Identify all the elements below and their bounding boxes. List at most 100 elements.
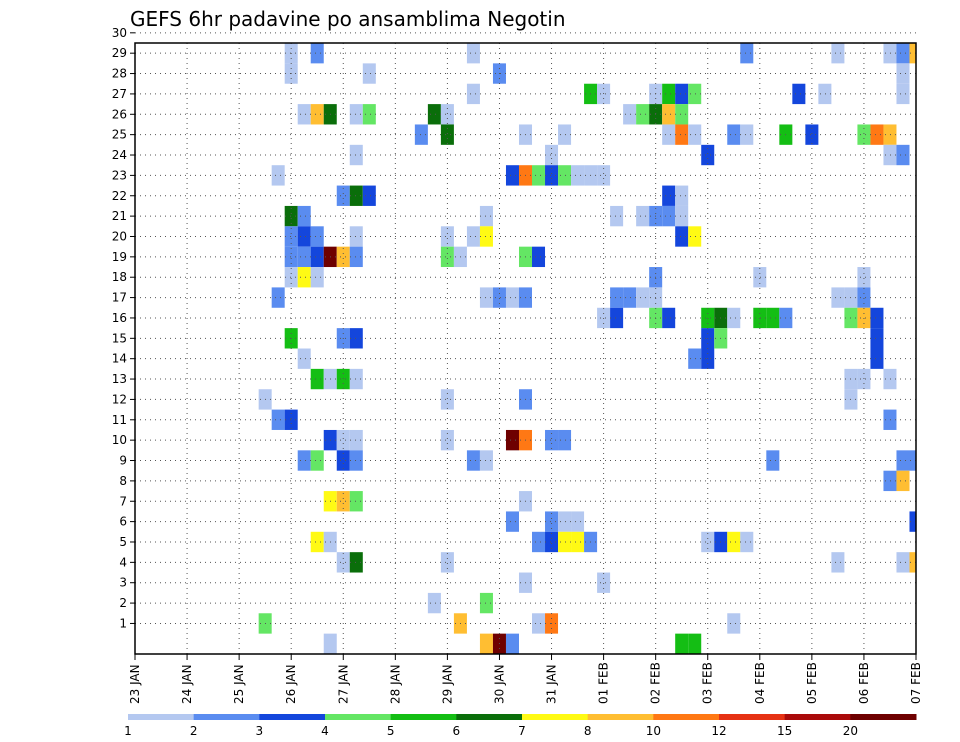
x-tick-label: 01 FEB xyxy=(597,662,611,704)
colorbar-segment xyxy=(522,714,589,720)
x-tick-label: 23 JAN xyxy=(128,664,142,704)
heatmap-cell xyxy=(427,592,441,614)
heatmap-cell xyxy=(688,633,702,654)
heatmap-cell xyxy=(362,185,376,206)
heatmap-cell xyxy=(336,246,350,268)
heatmap-cell xyxy=(362,63,376,84)
heatmap-cell xyxy=(545,531,559,553)
x-tick-label: 04 FEB xyxy=(753,662,767,704)
colorbar-segment xyxy=(193,714,260,720)
y-tick-label: 1 xyxy=(119,616,127,630)
heatmap-cell xyxy=(883,409,897,430)
colorbar-label: 1 xyxy=(124,724,132,738)
x-tick-label: 05 FEB xyxy=(805,662,819,704)
heatmap-cell xyxy=(857,307,871,329)
x-tick-label: 06 FEB xyxy=(857,662,871,704)
colorbar-segment xyxy=(719,714,786,720)
heatmap-cell xyxy=(688,83,702,105)
heatmap-cell xyxy=(792,83,806,105)
heatmap-cell xyxy=(336,450,350,471)
x-tick-label: 28 JAN xyxy=(388,664,402,704)
y-axis-ticks: 1234567891011121314151617181920212223242… xyxy=(112,26,135,630)
heatmap-cell xyxy=(883,144,897,166)
heatmap-cell xyxy=(479,633,493,654)
heatmap-cell xyxy=(909,43,916,64)
heatmap-cell xyxy=(870,328,884,349)
heatmap-cell xyxy=(466,450,480,471)
y-tick-label: 28 xyxy=(112,67,127,81)
heatmap-cell xyxy=(440,124,454,145)
heatmap-cell xyxy=(727,531,741,553)
y-tick-label: 5 xyxy=(119,535,127,549)
heatmap-cell xyxy=(896,43,910,64)
heatmap-cell xyxy=(479,287,493,308)
heatmap-cell xyxy=(505,429,519,451)
heatmap-cell xyxy=(310,267,324,288)
heatmap-cell xyxy=(558,511,572,532)
heatmap-cell xyxy=(766,450,780,471)
y-tick-label: 18 xyxy=(112,270,127,284)
heatmap-cell xyxy=(310,368,324,390)
heatmap-cell xyxy=(479,205,493,227)
heatmap-cell xyxy=(662,124,676,145)
heatmap-cell xyxy=(336,491,350,512)
colorbar-label: 12 xyxy=(711,724,726,738)
y-tick-label: 14 xyxy=(112,352,127,366)
y-tick-label: 2 xyxy=(119,596,127,610)
heatmap-cell xyxy=(297,205,311,227)
heatmap-cell xyxy=(532,531,546,553)
y-tick-label: 24 xyxy=(112,148,127,162)
heatmap-cell xyxy=(310,246,324,268)
heatmap-cell xyxy=(297,348,311,369)
x-tick-label: 24 JAN xyxy=(180,664,194,704)
heatmap-cell xyxy=(883,43,897,64)
heatmap-cell xyxy=(753,307,767,329)
colorbar-segment xyxy=(325,714,392,720)
heatmap-cell xyxy=(558,165,572,186)
heatmap-cell xyxy=(505,633,519,654)
heatmap-cell xyxy=(558,124,572,145)
heatmap-cell xyxy=(896,63,910,84)
heatmap-cell xyxy=(440,429,454,451)
y-tick-label: 26 xyxy=(112,107,127,121)
colorbar-label: 7 xyxy=(518,724,526,738)
heatmap-cell xyxy=(883,124,897,145)
heatmap-cell xyxy=(284,205,298,227)
y-tick-label: 15 xyxy=(112,331,127,345)
x-tick-label: 02 FEB xyxy=(649,662,663,704)
grid-lines xyxy=(135,32,916,654)
heatmap-cell xyxy=(545,144,559,166)
y-tick-label: 10 xyxy=(112,433,127,447)
heatmap-cell xyxy=(597,307,611,329)
y-tick-label: 17 xyxy=(112,291,127,305)
heatmap-cell xyxy=(740,43,754,64)
heatmap-cell xyxy=(297,104,311,125)
y-tick-label: 13 xyxy=(112,372,127,386)
heatmap-cell xyxy=(675,104,689,125)
heatmap-cell xyxy=(440,104,454,125)
colorbar-label: 3 xyxy=(256,724,264,738)
x-tick-label: 29 JAN xyxy=(440,664,454,704)
chart-title: GEFS 6hr padavine po ansamblima Negotin xyxy=(130,7,566,31)
x-tick-label: 03 FEB xyxy=(701,662,715,704)
colorbar-label: 20 xyxy=(843,724,858,738)
heatmap-cell xyxy=(336,429,350,451)
heatmap-cell xyxy=(284,246,298,268)
colorbar-label: 2 xyxy=(190,724,198,738)
y-tick-label: 27 xyxy=(112,87,127,101)
heatmap-cell xyxy=(336,552,350,573)
heatmap-cell xyxy=(688,226,702,247)
colorbar-segment xyxy=(259,714,326,720)
plot-frame xyxy=(134,42,917,655)
heatmap-cell xyxy=(805,124,819,145)
heatmap-cell xyxy=(909,552,916,573)
heatmap-cell xyxy=(349,226,363,247)
heatmap-cell xyxy=(870,348,884,369)
heatmap-cell xyxy=(857,267,871,288)
y-tick-label: 30 xyxy=(112,26,127,40)
heatmap-cell xyxy=(558,429,572,451)
heatmap-cell xyxy=(675,83,689,105)
heatmap-cell xyxy=(349,491,363,512)
y-tick-label: 4 xyxy=(119,555,127,569)
